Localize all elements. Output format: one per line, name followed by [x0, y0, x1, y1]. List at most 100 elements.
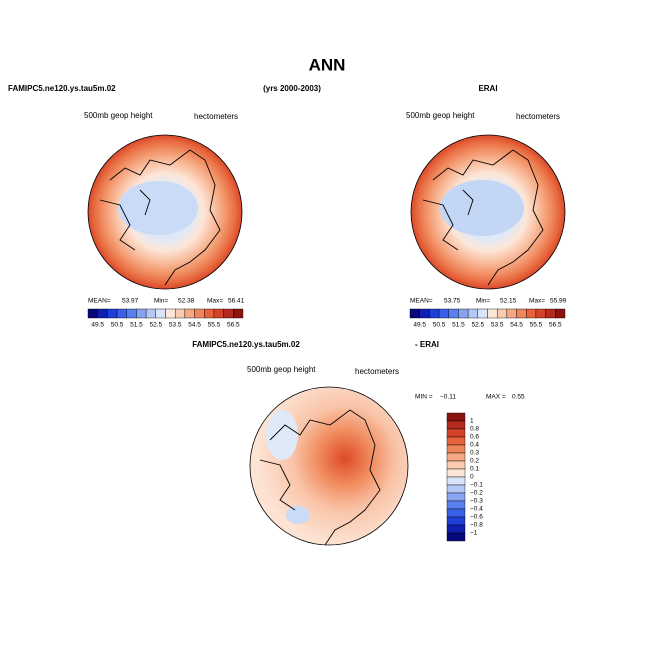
colorbar-box: [446, 524, 466, 534]
stat: MEAN=: [88, 298, 111, 305]
colorbar-box: [446, 500, 466, 510]
map-diff: [249, 386, 409, 546]
colorbar-box: [213, 308, 224, 319]
stat: 52.15: [500, 298, 517, 305]
colorbar-box: [446, 516, 466, 526]
colorbar-box: [446, 484, 466, 494]
colorbar-label: 56.5: [227, 322, 240, 329]
map-left: [87, 134, 243, 290]
left-title: FAMIPC5.ne120.ys.tau5m.02: [8, 84, 116, 93]
units: hectometers: [194, 112, 238, 121]
colorbar-box: [87, 308, 98, 319]
colorbar-box: [458, 308, 469, 319]
colorbar-label: 0.1: [470, 466, 479, 473]
diff-title-left: FAMIPC5.ne120.ys.tau5m.02: [192, 340, 300, 349]
colorbar-box: [155, 308, 166, 319]
colorbar-box: [145, 308, 157, 319]
colorbar-box: [446, 444, 466, 454]
units: hectometers: [355, 367, 399, 376]
colorbar-box: [526, 308, 537, 319]
colorbar-box: [446, 532, 466, 542]
colorbar-box: [506, 308, 517, 319]
colorbar-label: 51.5: [452, 322, 465, 329]
colorbar-box: [555, 308, 566, 319]
stat: Max=: [529, 298, 545, 305]
colorbar-label: 50.5: [111, 322, 124, 329]
colorbar-label: 49.5: [91, 322, 104, 329]
colorbar-box: [446, 508, 466, 518]
colorbar-label: −0.6: [470, 514, 483, 521]
colorbar-label: 49.5: [413, 322, 426, 329]
colorbar-box: [545, 308, 556, 319]
stat: MIN =: [415, 394, 433, 401]
colorbar-label: 0.4: [470, 442, 479, 449]
colorbar-box: [184, 308, 195, 319]
colorbar-box: [446, 476, 466, 486]
colorbar-label: 0.3: [470, 450, 479, 457]
colorbar-box: [409, 308, 420, 319]
colorbar-box: [516, 308, 527, 319]
stat: MEAN=: [410, 298, 433, 305]
colorbar-label: 0: [470, 474, 474, 481]
colorbar-label: 0.6: [470, 434, 479, 441]
colorbar-label: −0.2: [470, 490, 483, 497]
colorbar-box: [116, 308, 127, 319]
colorbar-label: 0.8: [470, 426, 479, 433]
variable: 500mb geop height: [247, 365, 316, 374]
colorbar-box: [446, 428, 466, 438]
stat: Min=: [154, 298, 168, 305]
colorbar-box: [438, 308, 449, 319]
units: hectometers: [516, 112, 560, 121]
colorbar-label: 52.5: [471, 322, 484, 329]
colorbar-label: 55.5: [208, 322, 221, 329]
stat: 0.55: [512, 394, 525, 401]
colorbar-box: [446, 412, 466, 422]
colorbar-box: [97, 308, 108, 319]
colorbar-box: [204, 308, 215, 319]
stat: Min=: [476, 298, 490, 305]
colorbar-label: −0.3: [470, 498, 483, 505]
diff-title-right: - ERAI: [415, 340, 439, 349]
stat: 55.99: [550, 298, 567, 305]
title: ANN: [309, 55, 346, 74]
stat: 56.41: [228, 298, 245, 305]
colorbar-box: [446, 468, 466, 478]
colorbar-box: [107, 308, 118, 319]
colorbar-label: −1: [470, 530, 478, 537]
colorbar-box: [446, 452, 466, 462]
map-right: [410, 134, 566, 290]
stat: 53.75: [444, 298, 461, 305]
colorbar-label: 51.5: [130, 322, 143, 329]
colorbar-box: [448, 308, 459, 319]
colorbar-box: [446, 420, 466, 430]
colorbar-box: [194, 308, 205, 319]
colorbar-label: 53.5: [491, 322, 504, 329]
colorbar-label: −0.8: [470, 522, 483, 529]
variable: 500mb geop height: [406, 111, 475, 120]
colorbar-label: 50.5: [433, 322, 446, 329]
variable: 500mb geop height: [84, 111, 153, 120]
colorbar-box: [446, 436, 466, 446]
colorbar-box: [223, 308, 234, 319]
colorbar-box: [467, 308, 479, 319]
colorbar-box: [496, 308, 508, 319]
colorbar-label: 54.5: [510, 322, 523, 329]
colorbar-box: [126, 308, 137, 319]
stat: −0.11: [440, 394, 456, 401]
colorbar-label: −0.4: [470, 506, 483, 513]
stat: Max=: [207, 298, 223, 305]
colorbar-box: [446, 492, 466, 502]
colorbar-box: [165, 308, 176, 319]
stat: 52.38: [178, 298, 195, 305]
colorbar-box: [535, 308, 546, 319]
stat: MAX =: [486, 394, 506, 401]
colorbar-label: 53.5: [169, 322, 182, 329]
colorbar-box: [136, 308, 147, 319]
colorbar-box: [429, 308, 440, 319]
colorbar-label: 55.5: [530, 322, 543, 329]
colorbar-box: [477, 308, 488, 319]
colorbar-box: [233, 308, 244, 319]
colorbar-label: 0.2: [470, 458, 479, 465]
colorbar-label: 56.5: [549, 322, 562, 329]
